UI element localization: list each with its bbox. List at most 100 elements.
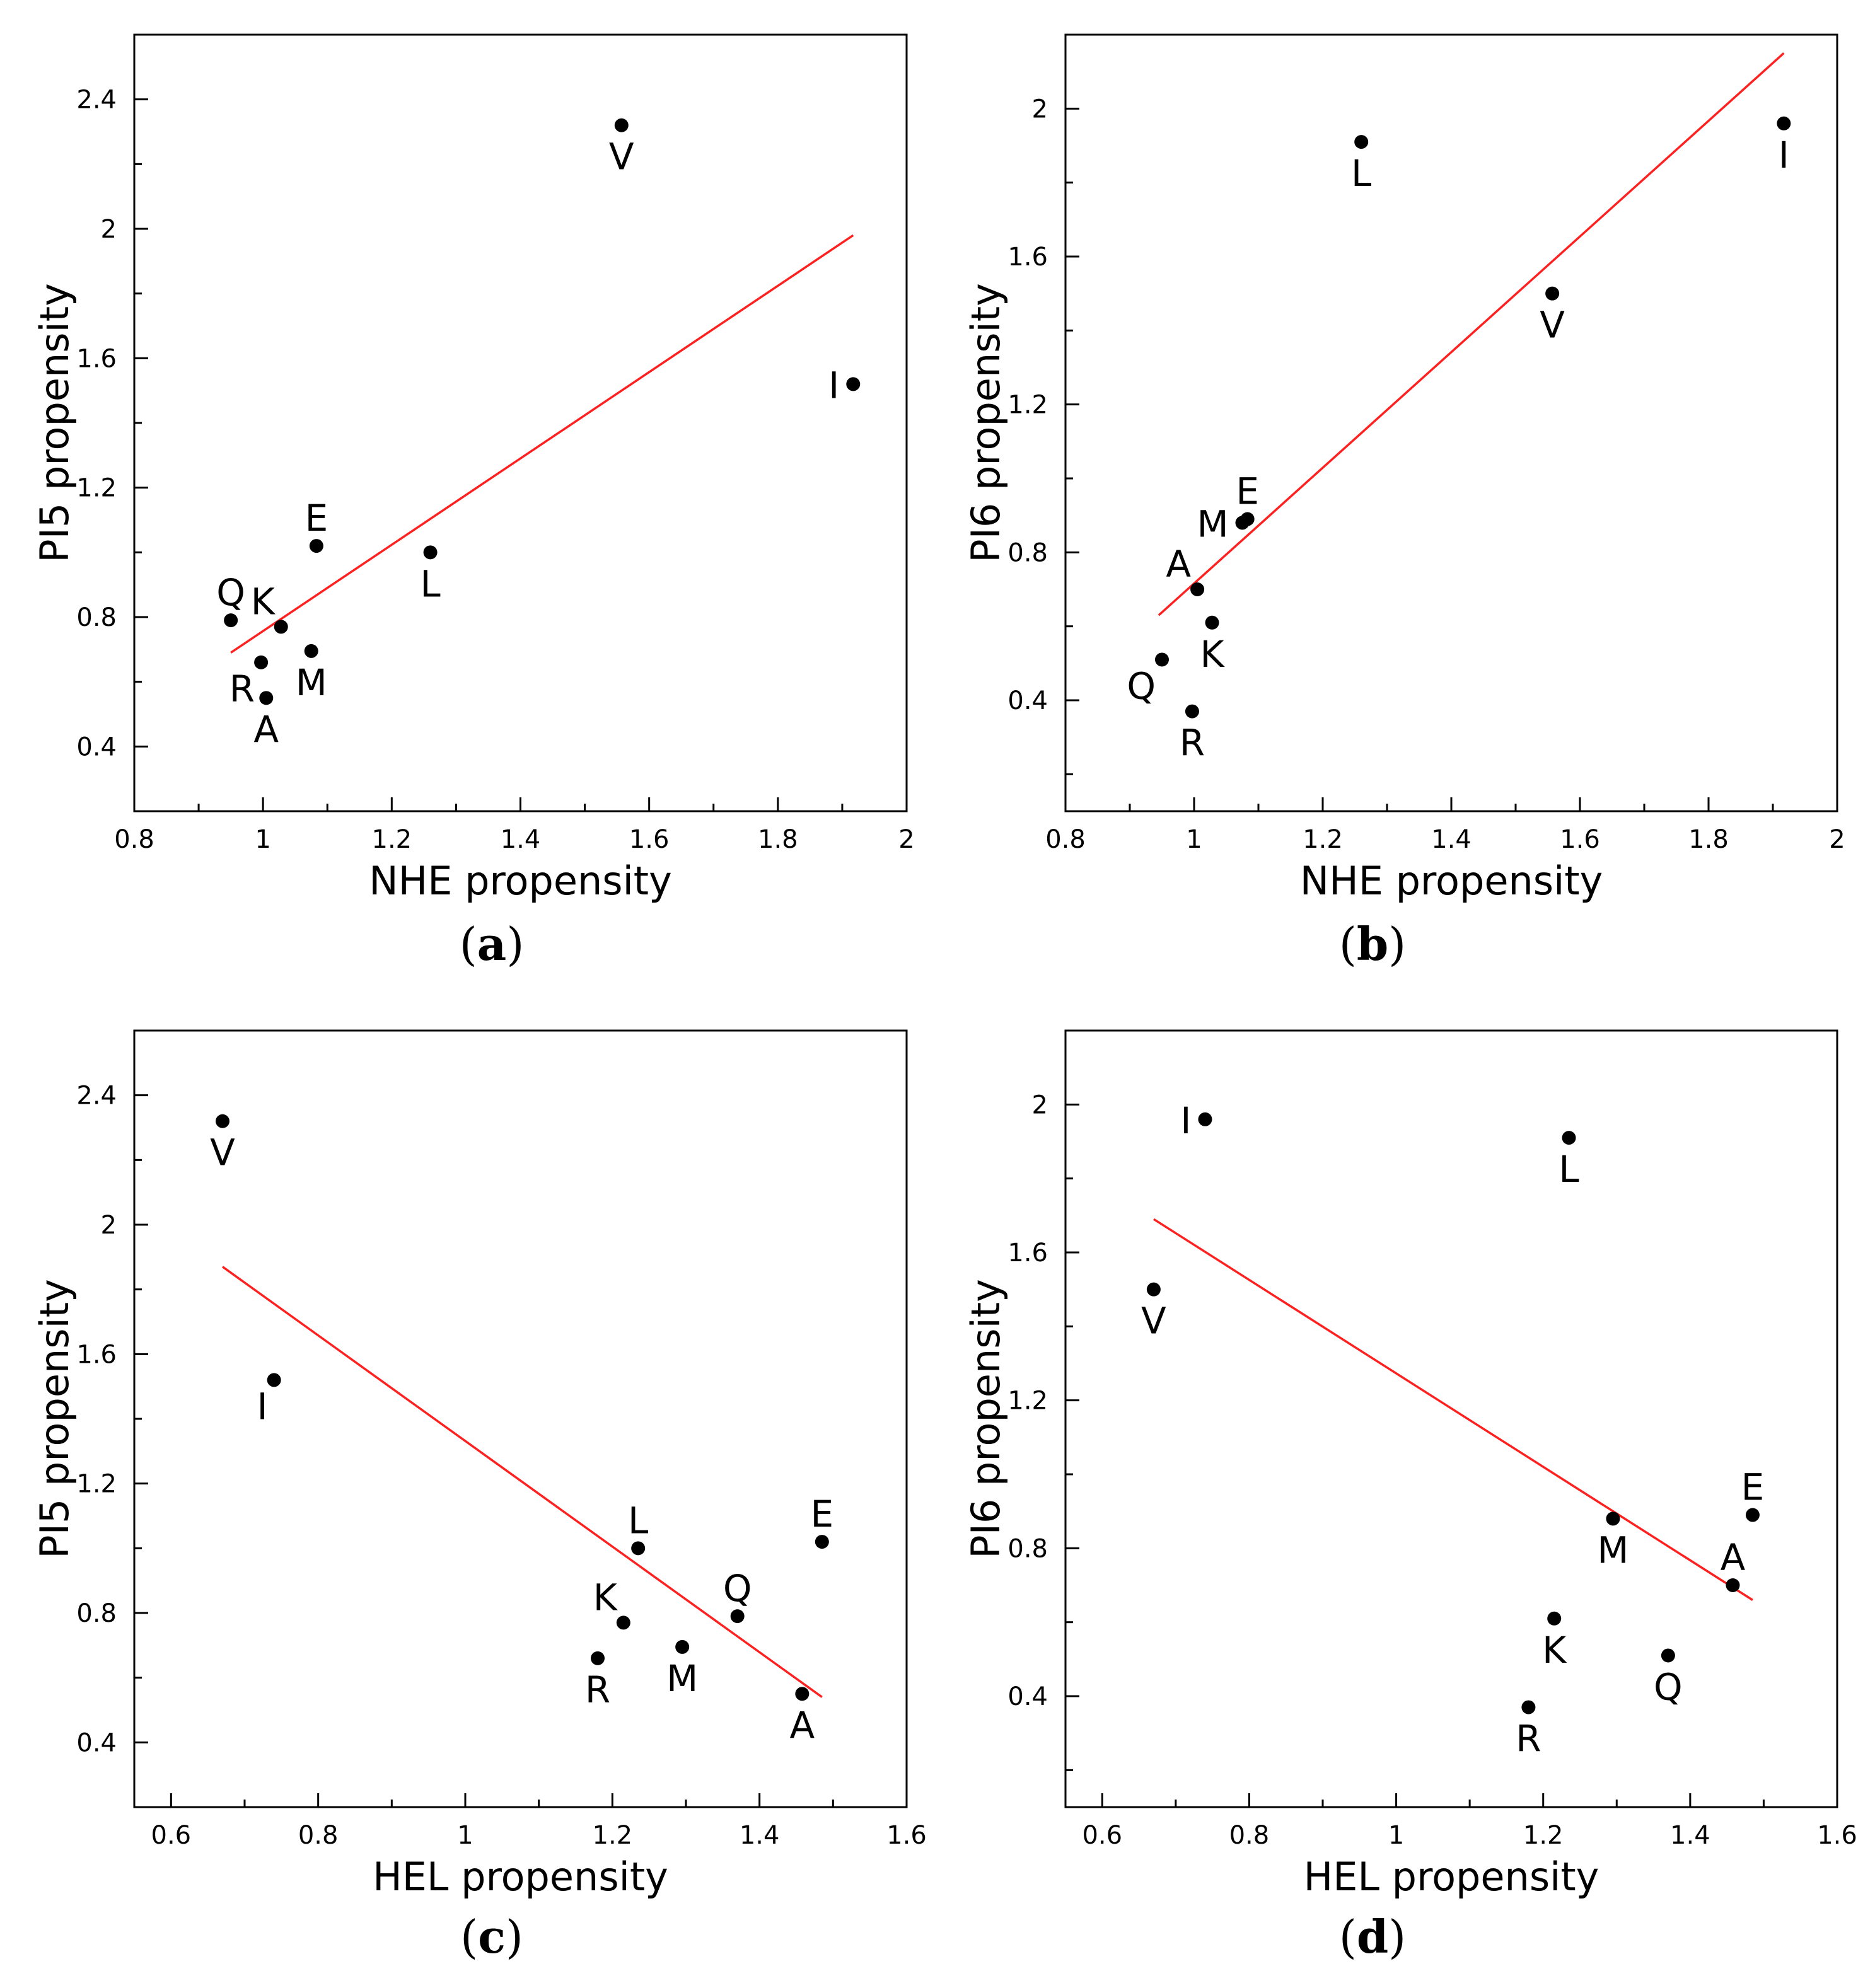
- point-label-K: K: [1200, 633, 1226, 676]
- x-tick-label: 1: [1186, 825, 1202, 854]
- y-tick-label: 0.4: [76, 1728, 117, 1757]
- y-axis-title: PI6 propensity: [963, 1279, 1009, 1559]
- point-label-E: E: [1741, 1466, 1765, 1509]
- regression-line: [1158, 52, 1785, 616]
- panel-caption-b: (b): [1338, 917, 1407, 971]
- point-label-V: V: [1540, 304, 1565, 347]
- data-point-K: [1547, 1611, 1562, 1626]
- point-label-Q: Q: [1127, 664, 1156, 707]
- y-tick-label: 0.4: [1007, 1682, 1048, 1711]
- point-label-M: M: [666, 1657, 698, 1700]
- data-point-I: [267, 1373, 281, 1387]
- x-tick-label: 0.8: [1229, 1821, 1270, 1850]
- point-label-E: E: [1236, 470, 1259, 513]
- point-label-Q: Q: [1654, 1665, 1683, 1708]
- data-point-M: [1606, 1511, 1620, 1526]
- y-tick-label: 1.2: [1007, 1387, 1048, 1416]
- x-axis-title: NHE propensity: [369, 858, 672, 904]
- y-tick-label: 1.6: [1007, 1239, 1048, 1268]
- point-label-I: I: [257, 1385, 268, 1428]
- plot-frame: [133, 1029, 908, 1808]
- point-label-E: E: [811, 1493, 834, 1535]
- y-tick-label: 1.2: [1007, 391, 1048, 420]
- y-tick-label: 2.4: [76, 1082, 117, 1111]
- chart-panel-c: 0.6 0.8 1 1.2 1.4 1.6 0.4 0.8 1.2 1.6 2 2.4 HEL prop…: [32, 1029, 927, 1900]
- x-tick-label: 1: [1388, 1821, 1404, 1850]
- point-label-A: A: [1166, 543, 1191, 586]
- point-label-L: L: [1559, 1148, 1579, 1191]
- y-axis-title: PI5 propensity: [32, 1279, 78, 1559]
- chart-panel-d: 0.6 0.8 1 1.2 1.4 1.6 0.4 0.8 1.2 1.6 2 HEL propens…: [963, 1029, 1857, 1900]
- point-label-V: V: [609, 136, 634, 178]
- point-label-R: R: [1180, 722, 1205, 765]
- point-label-R: R: [585, 1668, 610, 1711]
- x-tick-label: 0.6: [151, 1821, 192, 1850]
- x-tick-label: 2: [1829, 825, 1845, 854]
- point-label-A: A: [789, 1704, 815, 1747]
- x-tick-label: 1.2: [1523, 1821, 1564, 1850]
- x-tick-label: 1.4: [1670, 1821, 1710, 1850]
- y-tick-label: 2: [101, 1211, 117, 1240]
- y-tick-label: 0.8: [76, 603, 117, 632]
- x-tick-label: 1.6: [886, 1821, 927, 1850]
- x-tick-label: 1.8: [1688, 825, 1729, 854]
- y-tick-label: 0.4: [1007, 686, 1048, 715]
- y-tick-label: 1.6: [76, 1340, 117, 1369]
- data-point-I: [846, 377, 861, 391]
- x-tick-label: 0.8: [298, 1821, 339, 1850]
- x-tick-label: 0.8: [1045, 825, 1086, 854]
- y-axis-title: PI5 propensity: [32, 283, 78, 563]
- chart-panel-a: 0.8 1 1.2 1.4 1.6 1.8 2 0.4 0.8 1.2 1.6 2 2.4 NHE pro…: [32, 33, 915, 904]
- x-tick-label: 1.2: [593, 1821, 633, 1850]
- data-point-L: [1562, 1131, 1576, 1145]
- data-point-M: [304, 644, 318, 658]
- data-point-E: [815, 1535, 829, 1549]
- point-label-A: A: [1721, 1536, 1746, 1579]
- data-point-R: [1185, 704, 1199, 719]
- y-tick-label: 2: [1032, 1090, 1048, 1119]
- point-label-M: M: [296, 661, 327, 704]
- y-tick-label: 1.6: [1007, 243, 1048, 272]
- y-tick-label: 2.4: [76, 86, 117, 115]
- y-tick-label: 1.6: [76, 344, 117, 373]
- x-tick-label: 1.6: [1560, 825, 1600, 854]
- x-axis-title: HEL propensity: [1304, 1854, 1599, 1900]
- x-tick-label: 0.6: [1082, 1821, 1122, 1850]
- point-label-V: V: [210, 1131, 235, 1174]
- x-tick-label: 1.2: [372, 825, 412, 854]
- data-point-V: [216, 1114, 229, 1128]
- data-point-L: [631, 1541, 646, 1556]
- x-axis-title: NHE propensity: [1300, 858, 1603, 904]
- data-point-A: [795, 1687, 810, 1701]
- plot-frame: [1064, 1029, 1838, 1808]
- x-tick-label: 1.8: [758, 825, 798, 854]
- data-point-Q: [1661, 1648, 1675, 1663]
- y-tick-label: 1.2: [76, 474, 117, 503]
- data-point-A: [1726, 1578, 1740, 1592]
- point-label-R: R: [1516, 1718, 1541, 1760]
- point-label-L: L: [420, 562, 440, 605]
- y-axis-title: PI6 propensity: [963, 283, 1009, 563]
- data-point-R: [1521, 1700, 1536, 1714]
- point-label-Q: Q: [723, 1567, 752, 1610]
- regression-line: [230, 234, 854, 654]
- point-label-M: M: [1197, 502, 1228, 545]
- data-point-A: [259, 691, 274, 705]
- regression-line: [1152, 1218, 1753, 1601]
- data-point-V: [1545, 286, 1560, 301]
- data-point-R: [254, 655, 269, 669]
- point-label-A: A: [253, 708, 279, 751]
- y-tick-label: 2: [101, 215, 117, 244]
- x-tick-label: 1.2: [1303, 825, 1343, 854]
- point-label-R: R: [229, 667, 255, 710]
- x-tick-label: 1.4: [740, 1821, 780, 1850]
- point-label-K: K: [593, 1576, 618, 1619]
- x-tick-label: 1: [457, 1821, 473, 1850]
- data-point-I: [1777, 116, 1791, 130]
- data-point-E: [1745, 1508, 1760, 1522]
- chart-panel-b: 0.8 1 1.2 1.4 1.6 1.8 2 0.4 0.8 1.2 1.6 2 NHE propen…: [963, 33, 1845, 904]
- data-point-K: [616, 1615, 630, 1630]
- point-label-V: V: [1141, 1300, 1166, 1343]
- x-tick-label: 1: [255, 825, 270, 854]
